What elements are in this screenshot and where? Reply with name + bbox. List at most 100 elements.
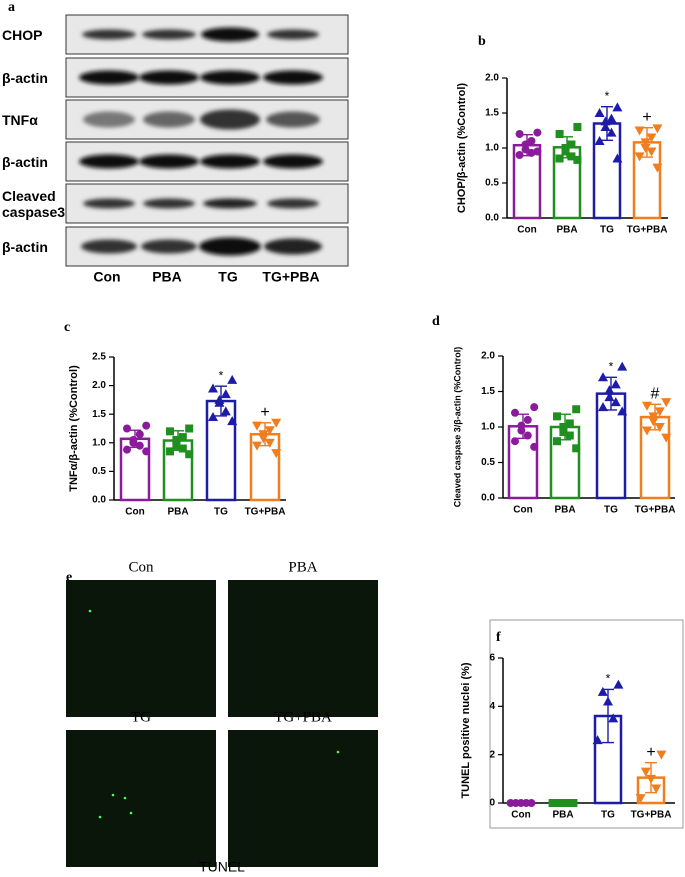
tunel-spot (98, 815, 102, 819)
blot-row-label: TNFα (2, 111, 38, 128)
data-point (135, 441, 144, 450)
blot-band (199, 237, 261, 256)
data-point (123, 445, 131, 454)
lane-label: TG (218, 269, 238, 285)
y-tick-label: 0.0 (485, 213, 499, 224)
data-point (654, 407, 665, 417)
blot-band (139, 154, 199, 169)
blot-band (263, 154, 323, 169)
data-point (603, 696, 613, 706)
tunel-image (66, 730, 216, 867)
blot-band (82, 29, 136, 40)
data-point (172, 441, 181, 450)
significance-mark: * (605, 89, 610, 103)
y-tick-label: 2 (489, 749, 495, 760)
data-point (573, 155, 582, 164)
y-tick-label: 2.5 (92, 352, 106, 363)
blot-band (200, 154, 260, 169)
data-point (594, 136, 605, 145)
significance-mark: * (609, 359, 614, 373)
blot-row-label: Cleaved caspase3 (2, 187, 66, 220)
data-point (592, 735, 603, 745)
data-point (646, 133, 657, 143)
blot-band (143, 111, 195, 128)
data-point (227, 416, 238, 426)
data-point (597, 686, 608, 696)
data-point (511, 437, 519, 446)
blot-band (200, 109, 260, 130)
data-point (640, 144, 651, 153)
data-point (567, 140, 576, 149)
tunel-panel-label: Con (128, 559, 154, 575)
lane-label: TG+PBA (262, 269, 319, 285)
blot-band (266, 111, 320, 128)
y-tick-label: 0.5 (485, 178, 499, 189)
x-tick-label: TG+PBA (627, 225, 668, 236)
data-point (220, 406, 231, 416)
data-point (142, 447, 151, 456)
y-tick-label: 4 (489, 701, 495, 712)
lane-label: Con (93, 269, 120, 285)
y-tick-label: 0 (489, 798, 495, 809)
tunel-spot (111, 793, 115, 797)
significance-mark: + (260, 404, 269, 421)
tunel-caption: TUNEL (199, 859, 245, 875)
data-point (654, 423, 665, 432)
blot-band (267, 198, 319, 209)
data-point (214, 397, 225, 407)
blot-band (139, 70, 199, 85)
x-tick-label: PBA (552, 810, 573, 821)
data-point (258, 434, 269, 444)
data-point (634, 152, 645, 162)
data-point (185, 450, 194, 459)
tunel-panel-label: TG+PBA (274, 709, 332, 725)
data-point (252, 421, 262, 431)
data-point (227, 374, 238, 384)
data-point (271, 449, 282, 459)
y-tick-label: 2.0 (92, 380, 106, 391)
data-point (522, 799, 531, 807)
tunel-spot (123, 796, 127, 800)
data-point (220, 389, 231, 399)
data-point (559, 799, 567, 807)
y-tick-label: 1.5 (485, 108, 499, 119)
blot-row-label: β-actin (2, 238, 48, 255)
significance-mark: + (642, 109, 651, 126)
y-axis-label: TUNEL positive nuclei (%) (460, 662, 472, 798)
data-point (511, 408, 519, 417)
data-point (561, 147, 570, 156)
data-point (523, 415, 532, 424)
data-point (598, 372, 608, 382)
data-point (553, 437, 561, 446)
data-point (661, 398, 672, 408)
data-point (634, 126, 645, 136)
y-tick-label: 1.0 (92, 437, 106, 448)
y-axis-label: Cleaved caspase 3/β-actin (%Control) (452, 347, 462, 508)
data-point (252, 441, 262, 451)
data-point (640, 138, 651, 148)
data-point (652, 124, 663, 134)
data-point (600, 122, 611, 131)
y-tick-label: 1.5 (92, 409, 106, 420)
data-point (646, 147, 657, 157)
y-tick-label: 1.0 (485, 143, 499, 154)
panel-letter: b (478, 34, 486, 49)
blot-band (142, 29, 196, 40)
data-point (635, 794, 646, 804)
y-axis-label: TNFα/β-actin (%Control) (68, 365, 80, 492)
data-point (617, 361, 628, 371)
data-point (517, 426, 526, 435)
data-point (594, 108, 605, 117)
data-point (166, 447, 174, 456)
blot-band (201, 27, 259, 42)
data-point (521, 145, 530, 154)
data-point (555, 154, 564, 163)
blot-band (81, 239, 137, 254)
blot-row-label: β-actin (2, 69, 48, 86)
data-point (553, 412, 561, 421)
data-point (652, 163, 663, 173)
tunel-spot (336, 750, 340, 754)
x-tick-label: Con (511, 810, 530, 821)
blot-row-label: β-actin (2, 153, 48, 170)
